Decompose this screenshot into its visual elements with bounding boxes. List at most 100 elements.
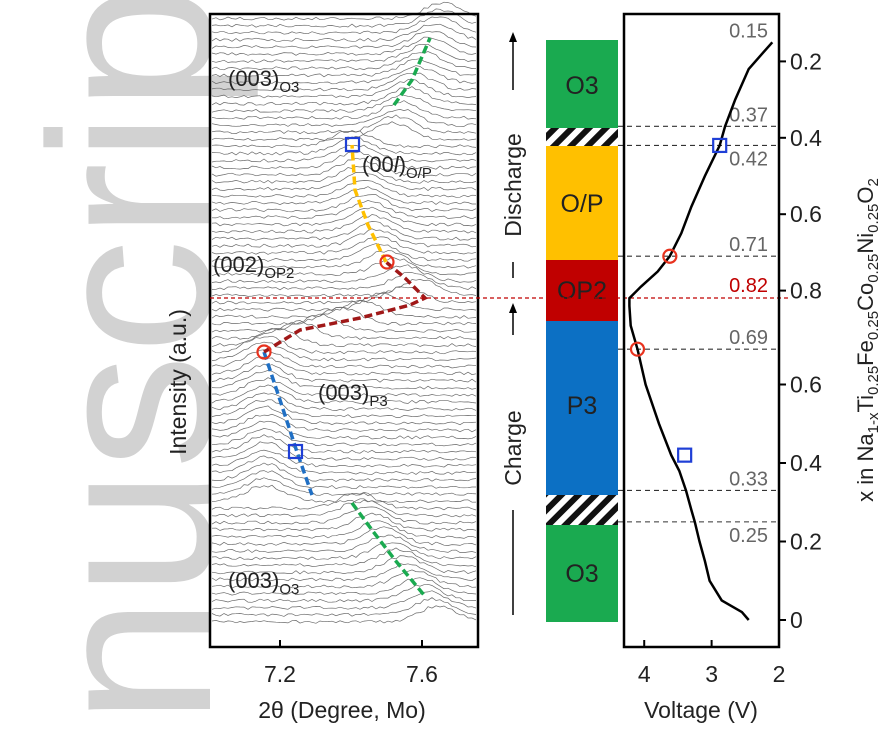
x-tick-label: 4 xyxy=(638,661,651,687)
square-marker xyxy=(287,443,304,460)
phase-hatch-top xyxy=(546,128,618,146)
phase-label: O3 xyxy=(565,560,598,588)
phase-label: O3 xyxy=(565,72,598,100)
xrd-trace xyxy=(211,221,477,241)
reference-label: 0.42 xyxy=(729,148,768,170)
reference-label: 0.82 xyxy=(729,275,768,297)
xrd-trace xyxy=(211,441,477,461)
xrd-trace xyxy=(211,8,477,28)
xrd-trace xyxy=(211,413,477,433)
xrd-trace xyxy=(211,420,477,440)
xrd-trace xyxy=(211,157,477,177)
xrd-trace xyxy=(211,228,477,248)
xrd-trace xyxy=(211,16,477,35)
xrd-trace xyxy=(211,577,477,596)
xrd-trace xyxy=(211,377,477,397)
xrd-trace xyxy=(211,455,477,475)
xrd-trace xyxy=(211,72,477,92)
xrd-trace xyxy=(211,180,477,198)
xrd-trace xyxy=(211,256,477,277)
reference-label: 0.69 xyxy=(729,327,768,349)
xrd-trace xyxy=(211,144,477,163)
xrd-trace xyxy=(211,236,477,255)
peak-track xyxy=(256,37,432,597)
reference-label: 0.33 xyxy=(729,468,768,490)
watermark-text: nuscript xyxy=(2,0,259,725)
xrd-trace xyxy=(211,186,476,205)
y-tick-label: 0.4 xyxy=(790,125,822,151)
xrd-trace xyxy=(211,109,477,127)
x-tick-label: 2 xyxy=(773,661,786,687)
xrd-trace xyxy=(211,597,477,617)
xrd-trace xyxy=(211,583,476,603)
y-tick-label: 0.8 xyxy=(790,278,822,304)
curve-markers xyxy=(629,137,728,463)
xrd-trace xyxy=(211,569,477,589)
peak-label: (00l)O/P xyxy=(362,152,432,182)
xrd-trace xyxy=(211,194,477,213)
circle-marker xyxy=(629,341,646,357)
xrd-x-ticks: 7.2 7.6 xyxy=(264,640,438,687)
xrd-trace xyxy=(211,100,477,120)
peak-track-segment xyxy=(392,37,432,107)
xrd-trace xyxy=(211,200,477,220)
xrd-trace xyxy=(211,172,477,191)
reference-lines: 0.15 0.37 0.42 0.71 0.82 0.69 0.33 0.25 xyxy=(618,20,779,547)
peak-label: (003)O3 xyxy=(228,568,299,598)
phase-label: O/P xyxy=(560,190,603,218)
xrd-y-axis-label: Intensity (a.u.) xyxy=(165,309,191,455)
xrd-trace xyxy=(211,286,477,305)
phase-hatch-bottom xyxy=(546,495,618,525)
xrd-trace xyxy=(211,214,477,234)
xrd-trace xyxy=(211,534,477,553)
xrd-trace xyxy=(211,356,477,376)
xrd-trace xyxy=(211,299,477,319)
reference-label: 0.71 xyxy=(729,234,768,256)
phase-block-o3-top xyxy=(546,40,618,128)
phase-label: OP2 xyxy=(557,277,607,305)
xrd-trace xyxy=(211,250,477,269)
phase-block-p3 xyxy=(546,321,618,495)
xrd-trace xyxy=(211,484,477,504)
phase-label: P3 xyxy=(567,392,598,420)
voltage-x-ticks: 4 3 2 xyxy=(638,640,786,687)
xrd-trace xyxy=(211,547,477,568)
square-marker xyxy=(677,447,693,463)
voltage-panel: 0.15 0.37 0.42 0.71 0.82 0.69 0.33 0.25 4 3 2 0.2… xyxy=(618,12,882,723)
phase-block-o3-bottom xyxy=(546,525,618,622)
peak-label: (003)O3 xyxy=(228,66,299,96)
xrd-trace xyxy=(211,520,477,539)
xrd-trace xyxy=(211,590,477,610)
xrd-trace xyxy=(211,43,477,63)
xrd-frame xyxy=(208,12,480,649)
xrd-xtick-label: 7.6 xyxy=(406,661,438,687)
xrd-trace xyxy=(211,349,477,369)
xrd-trace xyxy=(211,370,477,390)
voltage-x-axis-label: Voltage (V) xyxy=(644,697,758,723)
reference-label: 0.37 xyxy=(729,104,768,126)
reference-label: 0.15 xyxy=(729,20,768,42)
peak-track-segment xyxy=(263,260,429,354)
xrd-trace xyxy=(211,30,477,49)
xrd-trace xyxy=(211,23,477,42)
y-tick-label: 0.6 xyxy=(790,201,822,227)
y-tick-label: 0.6 xyxy=(790,372,822,398)
xrd-trace xyxy=(211,206,477,227)
xrd-trace xyxy=(211,392,477,411)
xrd-trace xyxy=(211,1,477,21)
peak-label: (003)P3 xyxy=(318,380,388,410)
reference-label: 0.25 xyxy=(729,525,768,547)
xrd-trace xyxy=(211,399,476,418)
xrd-trace xyxy=(211,65,477,85)
peak-track-segment xyxy=(262,351,314,496)
xrd-trace xyxy=(211,506,477,525)
xrd-trace xyxy=(211,264,477,284)
xrd-trace xyxy=(211,328,477,347)
xrd-trace xyxy=(211,78,477,99)
y-tick-label: 0.2 xyxy=(790,529,822,555)
xrd-trace xyxy=(211,555,477,575)
x-content-y-ticks: 0.2 0.4 0.6 0.8 0.6 0.4 0.2 0 xyxy=(779,48,822,633)
voltage-frame xyxy=(622,12,781,649)
xrd-trace xyxy=(211,428,477,447)
